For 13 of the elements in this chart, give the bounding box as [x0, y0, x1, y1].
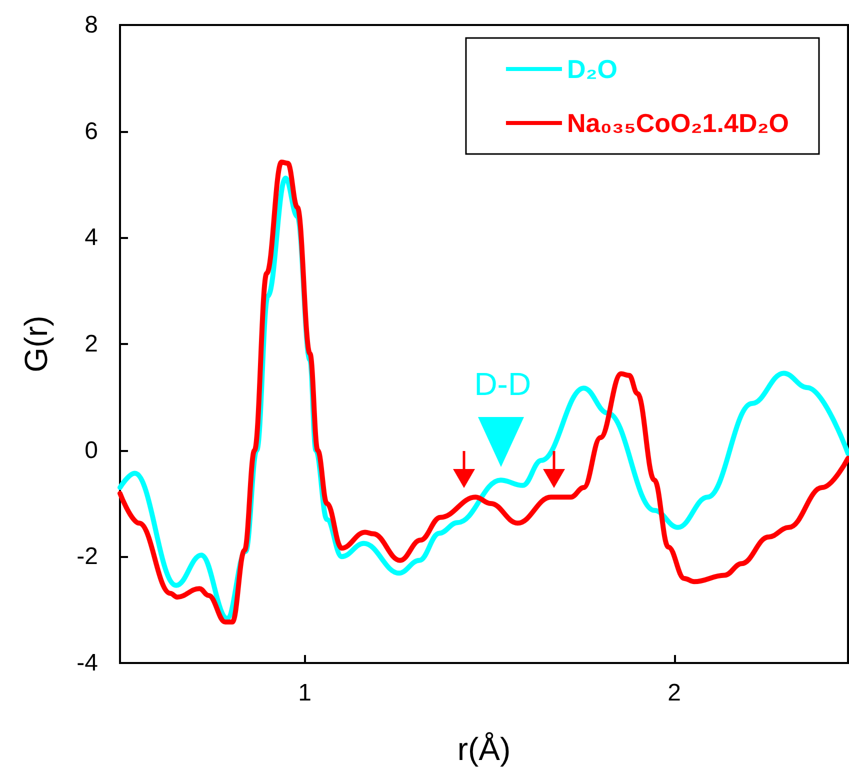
y-tick-label: 2	[84, 330, 98, 358]
y-axis-title: G(r)	[18, 316, 54, 372]
y-tick-label: 6	[84, 118, 98, 145]
y-tick-label: 0	[84, 436, 98, 464]
x-axis-title: r(Å)	[457, 731, 511, 767]
y-tick-label: -4	[76, 650, 98, 676]
y-tick-label: 8	[84, 12, 98, 38]
legend-label: Na₀₃₅CoO₂1.4D₂O	[566, 108, 790, 138]
x-tick-label: 1	[298, 680, 312, 706]
annotation: D-D	[474, 366, 532, 402]
y-tick-label: -2	[76, 543, 98, 570]
legend-label: D₂O	[566, 54, 618, 84]
y-tick-label: 4	[84, 224, 98, 252]
